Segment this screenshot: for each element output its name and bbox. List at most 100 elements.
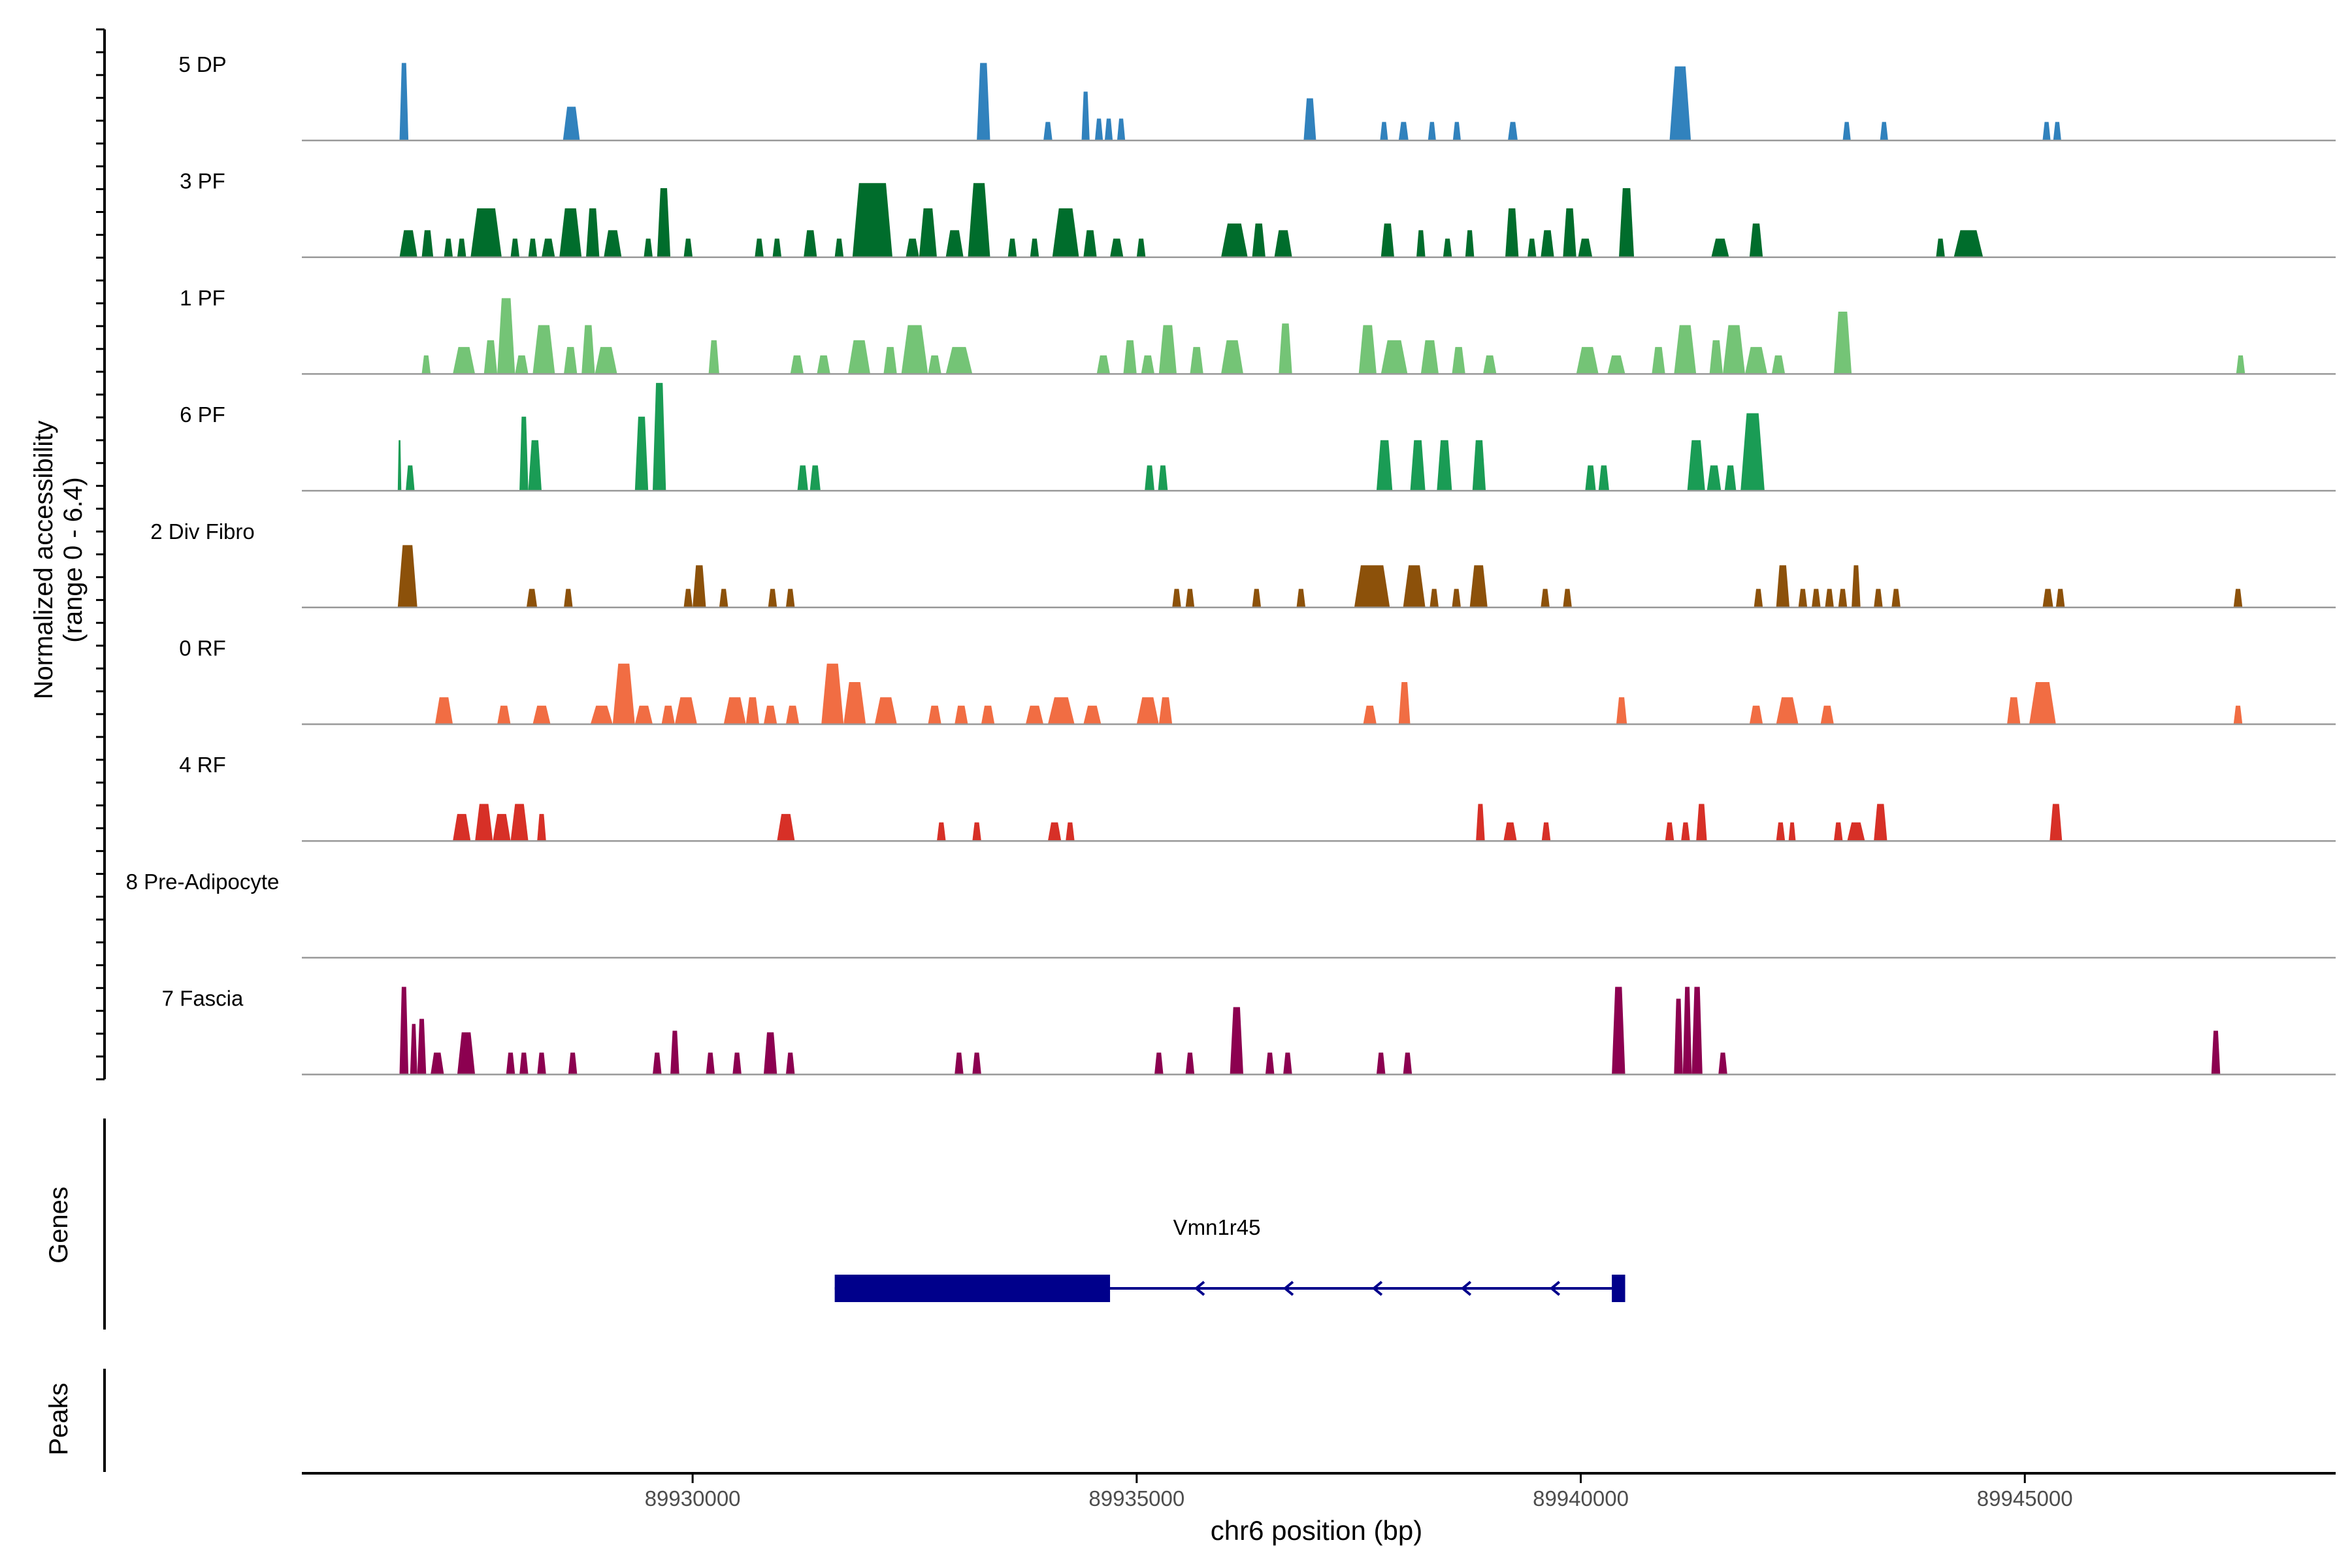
coverage-peak	[809, 465, 821, 491]
coverage-peak	[568, 1053, 578, 1075]
coverage-peak	[883, 347, 897, 374]
track-0-rf: 0 RF	[179, 636, 2336, 725]
coverage-peak	[763, 1032, 777, 1075]
track-5-dp: 5 DP	[178, 52, 2336, 142]
coverage-peak	[1145, 465, 1154, 491]
coverage-peak	[706, 1053, 715, 1075]
coverage-peak	[1681, 822, 1690, 841]
coverage-peak	[399, 230, 417, 257]
coverage-peak	[848, 340, 870, 374]
coverage-peak	[1472, 440, 1486, 491]
coverage-peak	[674, 697, 697, 725]
coverage-peak	[1398, 122, 1409, 140]
coverage-peak	[1410, 440, 1426, 491]
coverage-peak	[1279, 323, 1292, 374]
coverage-peak	[972, 822, 981, 841]
coverage-peak	[1724, 465, 1737, 491]
coverage-peak	[1252, 589, 1262, 608]
coverage-peak	[532, 325, 555, 374]
coverage-peak	[1452, 589, 1461, 608]
coverage-peak	[612, 663, 635, 725]
coverage-peak	[1936, 238, 1945, 257]
x-axis-tick-label: 89945000	[1977, 1486, 2073, 1511]
coverage-peak	[559, 208, 582, 257]
coverage-peak	[945, 347, 973, 374]
coverage-peak	[1380, 223, 1394, 257]
coverage-peak	[955, 1053, 964, 1075]
coverage-peak	[537, 813, 546, 841]
coverage-peak	[1687, 440, 1705, 491]
strand-arrow-icon	[1549, 1281, 1561, 1296]
coverage-peak	[919, 208, 937, 257]
coverage-peak	[1403, 565, 1426, 608]
coverage-peak	[785, 1053, 795, 1075]
coverage-peak	[1820, 706, 1834, 725]
coverage-peak	[1429, 589, 1439, 608]
coverage-peak	[564, 589, 573, 608]
gene-name-label: Vmn1r45	[1173, 1215, 1261, 1239]
coverage-peak	[955, 706, 968, 725]
coverage-peak	[1563, 589, 1572, 608]
coverage-peak	[901, 325, 928, 374]
coverage-peak	[1508, 122, 1518, 140]
coverage-peak	[1745, 347, 1767, 374]
coverage-peak	[1066, 822, 1075, 841]
coverage-peak	[532, 706, 551, 725]
coverage-peak	[1420, 340, 1439, 374]
track-label: 3 PF	[180, 169, 225, 193]
coverage-peak	[1185, 589, 1195, 608]
coverage-peak	[1380, 340, 1408, 374]
x-axis-tick-label: 89935000	[1088, 1486, 1184, 1511]
coverage-peak	[1825, 589, 1834, 608]
coverage-peak	[723, 697, 746, 725]
coverage-peak	[1007, 238, 1017, 257]
coverage-peak	[1081, 91, 1090, 140]
coverage-peak	[2055, 589, 2065, 608]
coverage-peak	[528, 440, 542, 491]
coverage-peak	[399, 63, 409, 140]
coverage-peak	[2029, 682, 2056, 725]
coverage-peak	[410, 1024, 417, 1075]
coverage-peak	[1674, 998, 1683, 1075]
coverage-peak	[968, 183, 990, 257]
coverage-peak	[1476, 804, 1485, 841]
coverage-peak	[1030, 238, 1039, 257]
coverage-peak	[537, 1053, 546, 1075]
coverage-peak	[497, 706, 511, 725]
coverage-peak	[1283, 1053, 1292, 1075]
coverage-peak	[417, 1019, 427, 1075]
coverage-peak	[434, 697, 453, 725]
track-label: 7 Fascia	[162, 987, 244, 1011]
coverage-peak	[1221, 223, 1248, 257]
x-axis-tick-label: 89930000	[645, 1486, 741, 1511]
coverage-peak	[1158, 465, 1168, 491]
coverage-peak	[1874, 804, 1887, 841]
coverage-peak	[1541, 589, 1550, 608]
track-label: 2 Div Fibro	[150, 519, 255, 544]
coverage-peak	[457, 1032, 476, 1075]
coverage-peak	[1252, 223, 1266, 257]
coverage-peak	[1953, 230, 1984, 257]
coverage-peak	[431, 1053, 444, 1075]
coverage-peak	[790, 355, 804, 374]
coverage-peak	[564, 347, 578, 374]
coverage-peak	[928, 706, 941, 725]
coverage-peak	[928, 355, 941, 374]
coverage-peak	[475, 804, 493, 841]
coverage-peak	[1117, 118, 1126, 140]
coverage-peak	[2007, 697, 2021, 725]
coverage-peak	[1669, 66, 1691, 140]
coverage-peak	[595, 347, 617, 374]
coverage-peak	[1749, 706, 1763, 725]
coverage-peak	[397, 545, 417, 608]
coverage-peak	[683, 589, 693, 608]
coverage-peak	[497, 298, 515, 374]
coverage-peak	[1221, 340, 1243, 374]
coverage-peak	[1354, 565, 1390, 608]
coverage-peak	[2042, 589, 2053, 608]
track-1-pf: 1 PF	[180, 286, 2336, 375]
track-label: 8 Pre-Adipocyte	[126, 870, 280, 894]
coverage-peak	[1274, 230, 1292, 257]
coverage-peak	[1104, 118, 1113, 140]
coverage-peak	[1398, 682, 1411, 725]
